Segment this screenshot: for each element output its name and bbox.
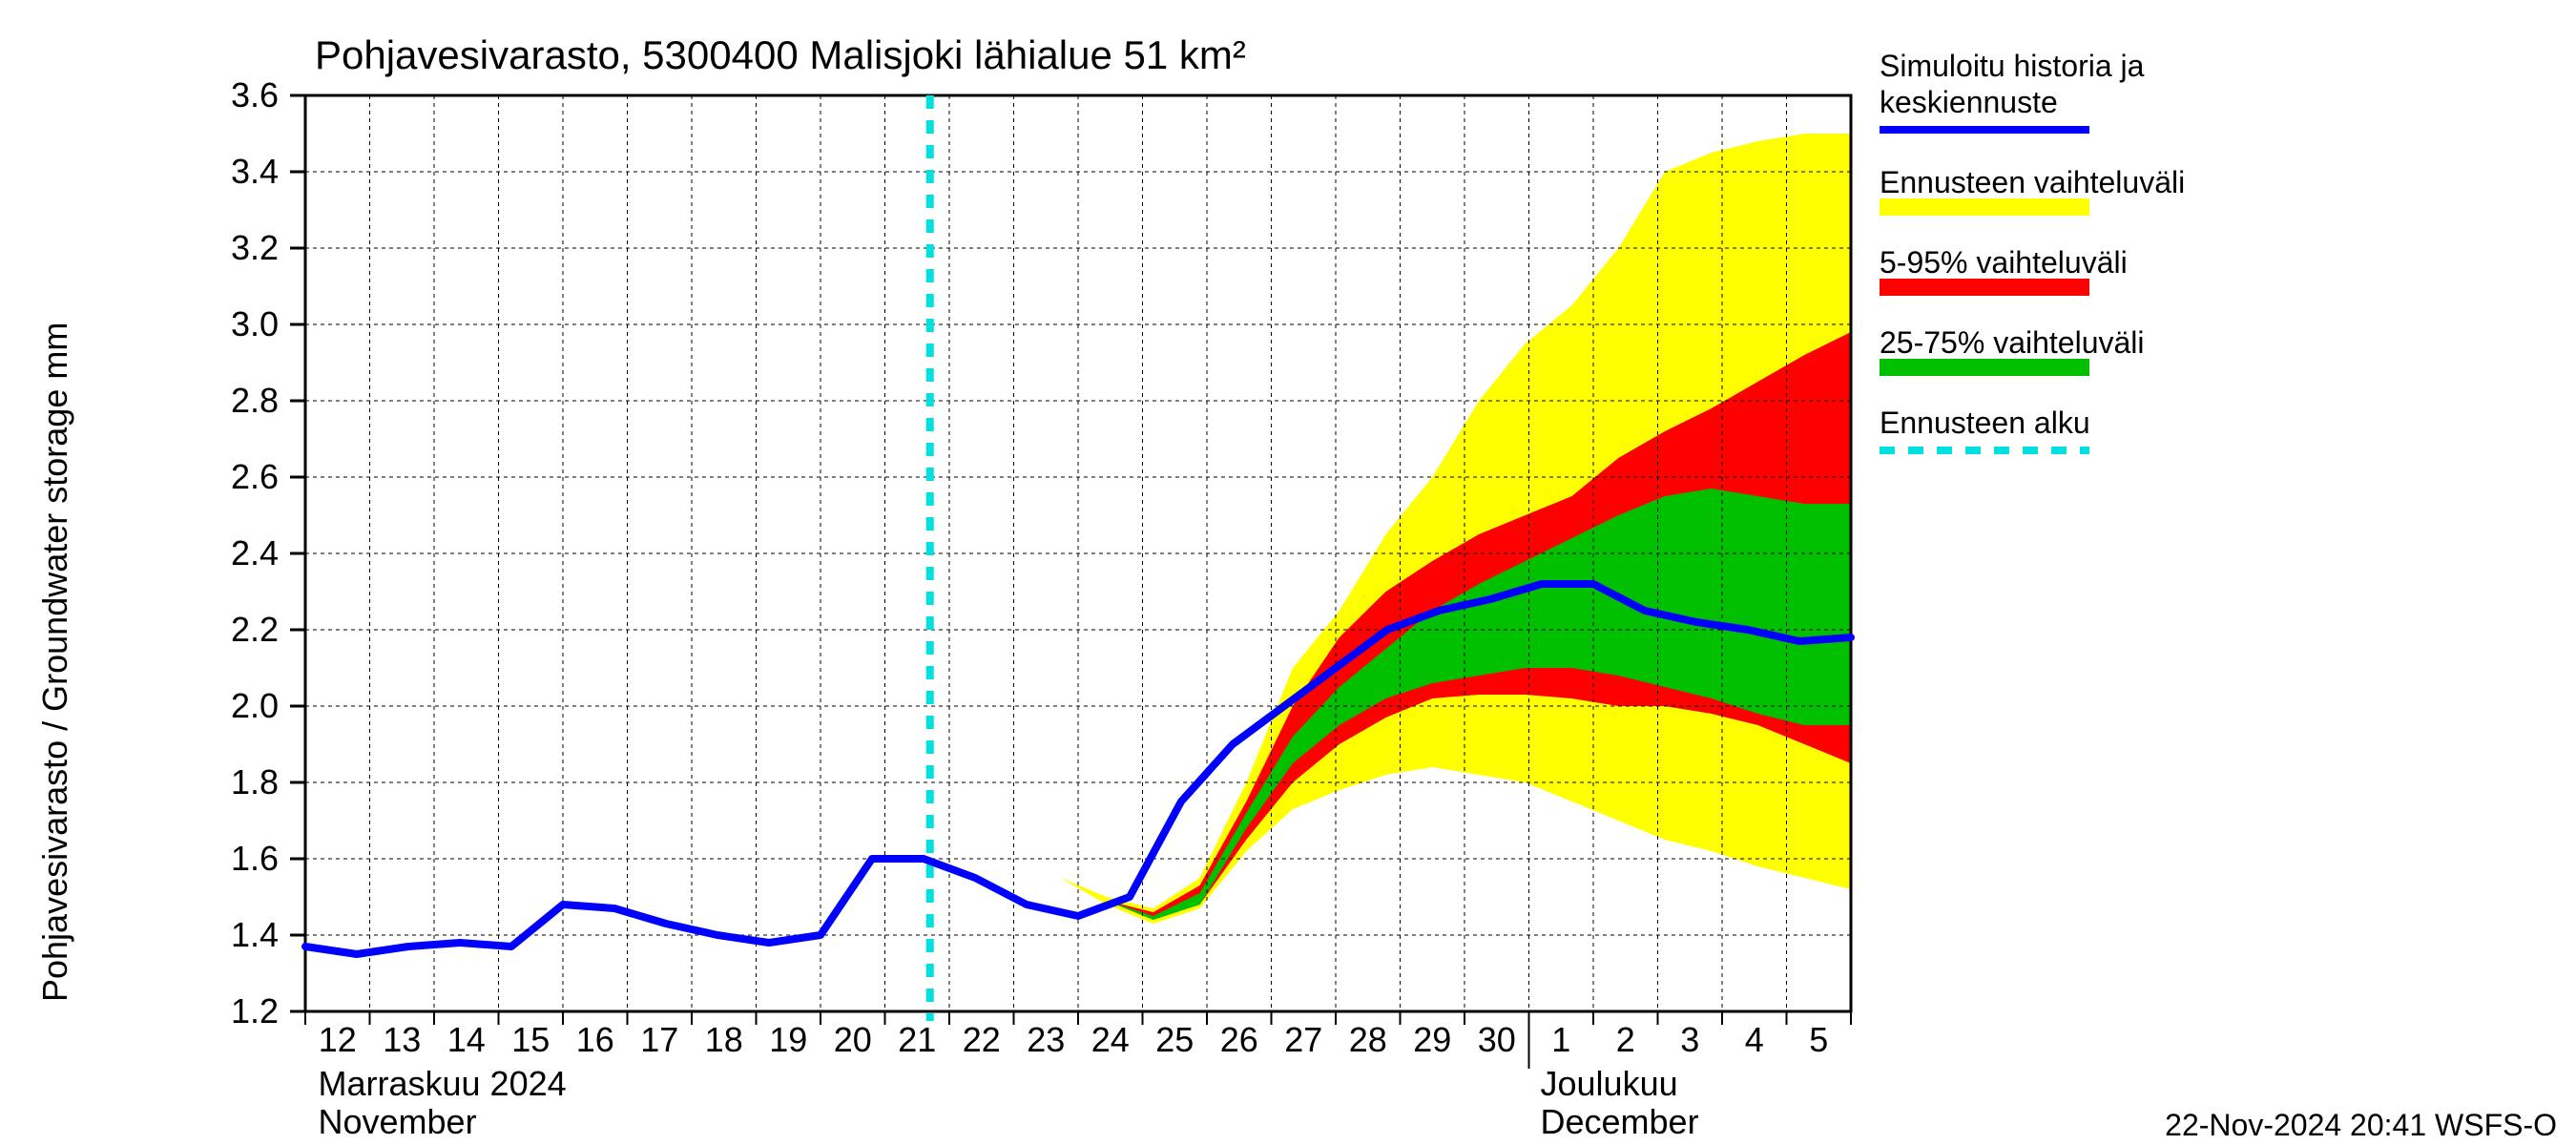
ytick-label: 3.6 (231, 75, 279, 114)
xtick-label: 2 (1616, 1020, 1635, 1059)
timestamp: 22-Nov-2024 20:41 WSFS-O (2165, 1108, 2557, 1142)
xtick-label: 5 (1809, 1020, 1828, 1059)
xtick-label: 3 (1680, 1020, 1699, 1059)
xtick-label: 14 (447, 1020, 486, 1059)
month-label-right-2: December (1541, 1102, 1699, 1141)
legend-swatch-band (1880, 279, 2089, 296)
month-label-right-1: Joulukuu (1541, 1064, 1678, 1103)
xtick-label: 22 (963, 1020, 1001, 1059)
xtick-label: 30 (1478, 1020, 1516, 1059)
legend-label: keskiennuste (1880, 85, 2058, 119)
xtick-label: 13 (383, 1020, 421, 1059)
xtick-label: 20 (834, 1020, 872, 1059)
xtick-label: 4 (1745, 1020, 1764, 1059)
ytick-label: 3.2 (231, 228, 279, 267)
xtick-label: 26 (1220, 1020, 1258, 1059)
xtick-label: 12 (319, 1020, 357, 1059)
legend-label: Ennusteen alku (1880, 406, 2090, 440)
legend-label: Ennusteen vaihteluväli (1880, 165, 2185, 199)
xtick-label: 18 (705, 1020, 743, 1059)
xtick-label: 19 (769, 1020, 807, 1059)
xtick-label: 29 (1413, 1020, 1451, 1059)
xtick-label: 27 (1284, 1020, 1322, 1059)
ytick-label: 2.2 (231, 610, 279, 649)
chart-title: Pohjavesivarasto, 5300400 Malisjoki lähi… (315, 32, 1246, 77)
ytick-label: 3.4 (231, 152, 279, 191)
y-axis-label: Pohjavesivarasto / Groundwater storage m… (35, 323, 74, 1002)
xtick-label: 28 (1349, 1020, 1387, 1059)
ytick-label: 3.0 (231, 304, 279, 344)
legend-label: Simuloitu historia ja (1880, 49, 2145, 83)
ytick-label: 2.6 (231, 457, 279, 496)
legend-label: 25-75% vaihteluväli (1880, 325, 2145, 360)
chart-background (0, 0, 2576, 1145)
ytick-label: 1.6 (231, 839, 279, 878)
xtick-label: 23 (1027, 1020, 1065, 1059)
xtick-label: 16 (576, 1020, 614, 1059)
month-label-left-1: Marraskuu 2024 (319, 1064, 567, 1103)
xtick-label: 17 (640, 1020, 678, 1059)
ytick-label: 2.0 (231, 686, 279, 725)
ytick-label: 1.4 (231, 915, 279, 954)
ytick-label: 2.8 (231, 381, 279, 420)
xtick-label: 21 (898, 1020, 936, 1059)
xtick-label: 25 (1155, 1020, 1194, 1059)
ytick-label: 2.4 (231, 533, 279, 572)
legend-swatch-band (1880, 359, 2089, 376)
ytick-label: 1.2 (231, 991, 279, 1030)
legend-label: 5-95% vaihteluväli (1880, 245, 2128, 280)
ytick-label: 1.8 (231, 762, 279, 802)
month-label-left-2: November (319, 1102, 477, 1141)
xtick-label: 24 (1091, 1020, 1130, 1059)
legend-swatch-band (1880, 198, 2089, 216)
xtick-label: 15 (511, 1020, 550, 1059)
xtick-label: 1 (1551, 1020, 1570, 1059)
